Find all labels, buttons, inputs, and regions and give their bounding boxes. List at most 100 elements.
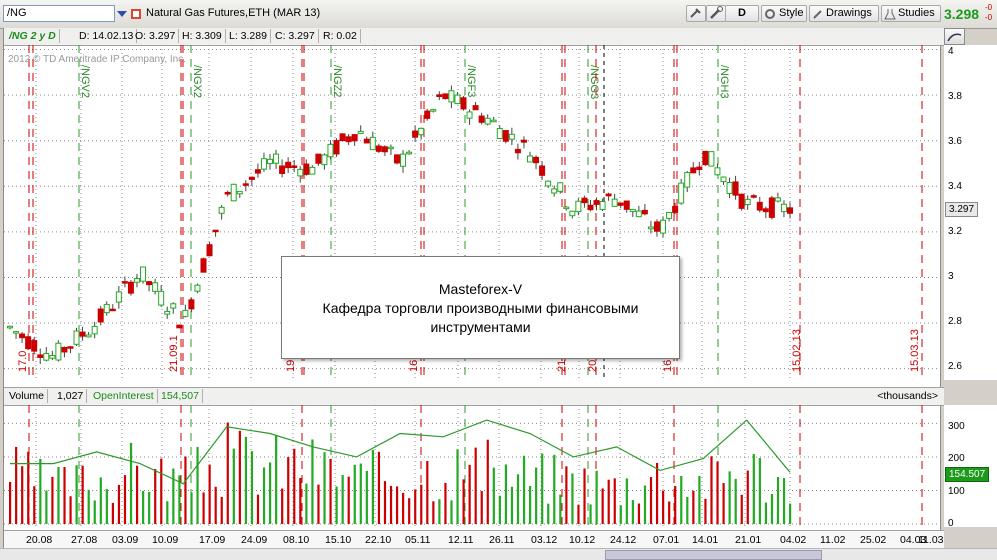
expiry-label: 15.02.13 (791, 329, 803, 372)
time-tick: 15.10 (325, 534, 352, 546)
time-tick: 11.02 (820, 534, 846, 546)
contract-label: /NGH3 (718, 65, 730, 99)
volume-bar (522, 455, 526, 524)
candle-body (152, 282, 159, 292)
style-label: Style (779, 7, 804, 19)
volume-chart[interactable] (4, 405, 944, 527)
horizontal-scrollbar[interactable] (0, 548, 997, 560)
drawings-button[interactable]: Drawings (809, 5, 879, 22)
candle-body (551, 188, 558, 194)
candle-body (260, 158, 267, 170)
candle-body (164, 310, 171, 315)
chart-line-icon (947, 33, 962, 42)
volume-bar (625, 478, 628, 524)
candle-body (605, 193, 612, 197)
candle-body (25, 336, 32, 350)
volume-bar (208, 464, 211, 524)
volume-bar (226, 422, 229, 524)
candle-body (714, 167, 721, 176)
candle-body (279, 165, 286, 174)
time-tick: 10.09 (152, 534, 179, 546)
candle-body (635, 210, 642, 218)
volume-bar (87, 489, 90, 524)
candle-body (267, 158, 273, 165)
style-button[interactable]: Style (761, 5, 807, 22)
volume-bar (184, 456, 187, 524)
current-oi-label: 154.507 (945, 467, 990, 482)
volume-bar (595, 470, 598, 524)
candle-body (496, 128, 503, 140)
last-price: 3.298 (944, 6, 980, 22)
volume-bar (649, 477, 653, 524)
volume-bar (365, 470, 368, 524)
info-close: C: 3.297 (272, 29, 319, 43)
candle-body (502, 130, 509, 142)
time-tick: 08.10 (283, 534, 310, 546)
candle-body (466, 111, 473, 119)
time-tick: 04.03 (900, 534, 927, 546)
expiry-label: 21.09.1 (168, 335, 180, 372)
candle-body (236, 190, 243, 195)
tools-button[interactable] (706, 5, 726, 22)
candle-body (79, 331, 86, 337)
period-button[interactable]: D (725, 5, 759, 22)
time-tick: 05.11 (405, 534, 431, 546)
candle-body (484, 117, 491, 125)
volume-bar (631, 500, 634, 524)
candle-body (273, 153, 280, 164)
volume-bar (698, 475, 701, 524)
symbol-dropdown-icon[interactable] (115, 6, 145, 22)
volume-bar (468, 464, 471, 524)
volume-bar (9, 481, 12, 524)
chart-settings-button[interactable] (686, 5, 706, 22)
volume-bar (335, 486, 338, 524)
time-tick: 24.12 (610, 534, 637, 546)
volume-bar (589, 504, 592, 524)
volume-bar (111, 502, 114, 524)
pencil-icon (813, 10, 822, 19)
candle-body (617, 202, 624, 206)
time-tick: 20.08 (26, 534, 53, 546)
volume-bar (299, 477, 302, 524)
volume-bar (238, 430, 241, 524)
time-tick: 24.09 (241, 534, 268, 546)
price-tick: 3.4 (948, 181, 962, 192)
candle-body (19, 333, 26, 339)
volume-bar (516, 474, 520, 524)
studies-button[interactable]: Studies (881, 5, 941, 22)
volume-bar (529, 485, 532, 524)
candle-body (188, 299, 195, 310)
candle-body (478, 115, 485, 123)
candle-body (339, 133, 346, 142)
symbol-text: /NG (7, 7, 27, 19)
volume-bar (607, 479, 610, 524)
volume-bar (722, 483, 725, 524)
candle-body (702, 150, 709, 166)
volume-bar (704, 498, 707, 524)
candle-body (436, 94, 443, 98)
candle-body (696, 166, 703, 171)
candle-body (587, 204, 594, 211)
volume-bar (232, 448, 235, 524)
price-axis: 4 3.8 3.6 3.4 3.2 3 2.8 2.6 3.297 (944, 45, 997, 380)
units-label: <thousands> (877, 390, 938, 402)
info-symbol: /NG 2 y D (6, 29, 60, 43)
candle-body (557, 182, 564, 192)
studies-label: Studies (898, 7, 935, 19)
time-tick: 03.09 (112, 534, 139, 546)
volume-bar (674, 485, 677, 524)
candle-body (309, 166, 316, 175)
candle-body (381, 146, 388, 153)
symbol-description: Natural Gas Futures,ETH (MAR 13) (146, 7, 321, 19)
gear-icon (765, 9, 775, 19)
volume-bar (190, 492, 193, 524)
volume-bar (389, 485, 393, 524)
candle-body (61, 347, 68, 353)
chart-options-button[interactable] (944, 28, 965, 45)
candle-body (109, 308, 116, 312)
price-chart[interactable]: /NGV2/NGX2/NGZ2/NGF3/NGG3/NGH3 17.0 21.09.… (4, 45, 944, 380)
volume-bar (680, 476, 683, 524)
candle-body (581, 197, 588, 204)
symbol-input[interactable]: /NG (3, 5, 115, 22)
volume-bar (789, 503, 792, 524)
